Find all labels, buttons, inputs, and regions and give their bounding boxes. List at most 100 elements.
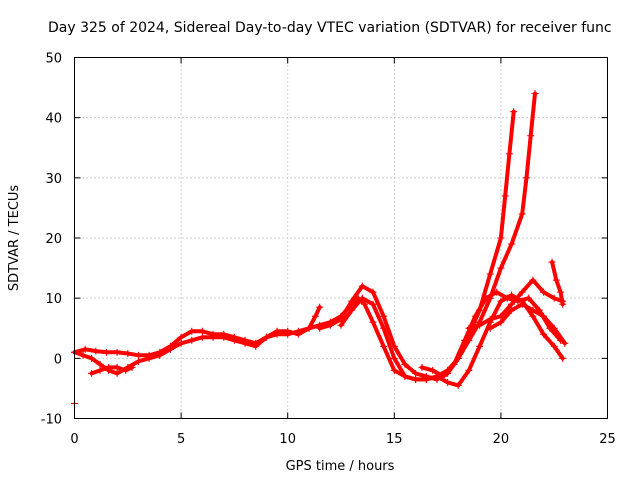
data-point [262,333,270,341]
data-point [156,348,164,356]
data-point [326,321,334,329]
data-point [497,234,505,242]
data-point [493,288,501,296]
data-point [79,351,87,359]
series-track-9 [548,258,567,308]
data-point [486,324,494,332]
data-point [105,363,113,371]
data-point [294,330,302,338]
data-point [311,312,319,320]
data-point [439,372,447,380]
grid-layer [74,57,608,419]
data-point [177,339,185,347]
data-point [531,90,539,98]
series-track-3 [316,90,539,383]
data-point [497,297,505,305]
data-point [510,108,518,116]
x-tick-label: 5 [177,432,185,447]
data-point [113,348,121,356]
data-point [96,360,104,368]
data-point [122,366,130,374]
data-point [508,240,516,248]
data-point [230,333,238,341]
data-point [177,333,185,341]
chart-title: Day 325 of 2024, Sidereal Day-to-day VTE… [48,20,612,36]
data-point [252,339,260,347]
data-point [360,300,368,308]
x-tick-label: 25 [599,432,616,447]
data-point [134,351,142,359]
data-point [113,369,121,377]
data-point [552,276,560,284]
data-point [412,369,420,377]
data-point [465,324,473,332]
data-point [198,327,206,335]
data-point [96,366,104,374]
data-point [380,324,388,332]
data-point [559,300,567,308]
data-point [497,318,505,326]
series-track-1 [71,108,518,383]
y-tick-label: 40 [45,112,62,127]
data-point [369,300,377,308]
data-point [273,327,281,335]
data-point [529,306,537,314]
data-point [128,363,136,371]
data-point [461,336,469,344]
x-tick-label: 0 [70,432,78,447]
data-point [497,264,505,272]
y-tick-label: 20 [45,232,62,247]
data-point [522,174,530,182]
data-point [550,324,558,332]
data-point [113,363,121,371]
data-point [316,303,324,311]
data-point [501,192,509,200]
data-point [401,372,409,380]
x-tick-label: 20 [493,432,510,447]
data-point [220,330,228,338]
data-point [557,288,565,296]
data-point [450,360,458,368]
data-point [188,336,196,344]
y-tick-label: 30 [45,172,62,187]
y-tick-label: 50 [45,52,62,67]
y-tick-label: 10 [45,292,62,307]
data-point [422,375,430,383]
data-point [465,366,473,374]
data-point [518,300,526,308]
x-tick-label: 15 [386,432,403,447]
data-point [550,342,558,350]
data-point [518,288,526,296]
series-band [550,260,565,307]
series-track-7 [486,300,569,347]
data-point [540,330,548,338]
data-point [540,312,548,320]
data-point [561,339,569,347]
data-point [418,363,426,371]
x-tick-label: 10 [279,432,296,447]
data-point [476,321,484,329]
data-point [412,375,420,383]
data-point [508,300,516,308]
data-point [529,276,537,284]
data-point [369,288,377,296]
data-point [429,366,437,374]
x-axis-label: GPS time / hours [286,459,395,474]
data-point [503,294,511,302]
data-point [548,258,556,266]
data-point [284,327,292,335]
y-tick-label: -10 [41,413,62,428]
data-point [198,333,206,341]
series-track-8 [88,363,136,377]
series-band [72,305,322,358]
data-point [81,345,89,353]
data-point [540,288,548,296]
data-point [559,354,567,362]
data-point [348,297,356,305]
series-track-5 [418,288,565,380]
data-point [471,312,479,320]
data-point [380,312,388,320]
y-axis-label: SDTVAR / TECUs [7,185,22,292]
data-point [482,294,490,302]
